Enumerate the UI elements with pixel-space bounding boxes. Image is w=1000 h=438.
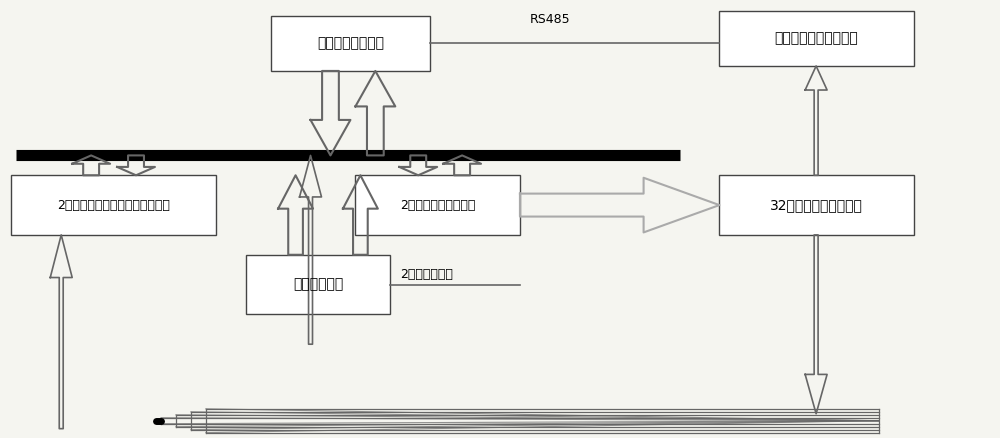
Bar	[271, 16, 430, 71]
Text: 2路交直流电源: 2路交直流电源	[400, 268, 453, 281]
Bar	[719, 11, 914, 66]
Bar	[719, 175, 914, 235]
Bar	[246, 255, 390, 314]
Text: 32组超级电容并联模块: 32组超级电容并联模块	[770, 198, 863, 212]
Text: 2组超级电容充电模块: 2组超级电容充电模块	[400, 198, 475, 212]
Text: 2组多电源输入的直流电源逆变器: 2组多电源输入的直流电源逆变器	[57, 198, 170, 212]
Bar	[355, 175, 520, 235]
Bar	[11, 175, 216, 235]
Text: RS485: RS485	[530, 13, 571, 26]
Text: 输入电源模块: 输入电源模块	[293, 278, 343, 292]
Text: 超级电容在线监测模块: 超级电容在线监测模块	[775, 32, 858, 46]
Text: 中央处理控制模块: 中央处理控制模块	[317, 37, 384, 51]
